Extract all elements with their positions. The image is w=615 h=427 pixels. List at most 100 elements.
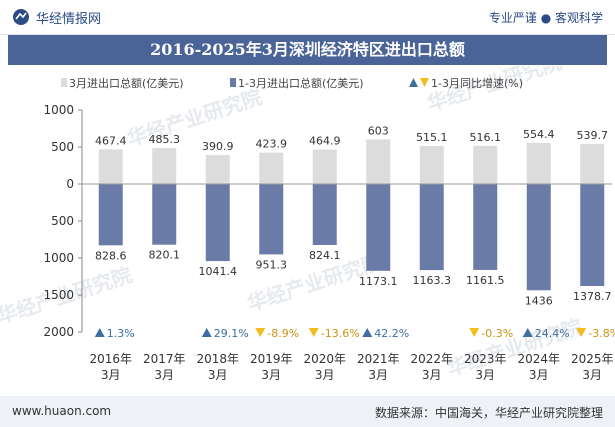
x-category-label: 2016年 xyxy=(89,352,132,366)
legend-label-cumulative: 1-3月进出口总额(亿美元) xyxy=(238,76,364,90)
growth-label: 42.2% xyxy=(374,327,409,340)
bar-cumulative xyxy=(580,184,605,287)
growth-up-triangle-icon xyxy=(522,328,533,337)
bar-march-label: 464.9 xyxy=(309,135,341,148)
bar-march xyxy=(419,145,444,184)
bar-march-label: 554.4 xyxy=(523,128,555,141)
x-category-label: 3月 xyxy=(529,368,549,382)
bar-cumulative xyxy=(205,184,230,262)
x-category-label: 3月 xyxy=(422,368,442,382)
x-category-label: 2023年 xyxy=(464,352,507,366)
chart-area: 华经产业研究院华经产业研究院华经产业研究院华经产业研究院华经产业研究院3月进出口… xyxy=(0,66,615,382)
bar-cumulative xyxy=(473,184,498,270)
growth-label: 24.4% xyxy=(535,327,570,340)
growth-label: -3.8% xyxy=(588,327,615,340)
watermark-text: 华经产业研究院 xyxy=(124,85,265,151)
chart-title: 2016-2025年3月深圳经济特区进出口总额 xyxy=(150,40,465,59)
bar-cumulative-label: 951.3 xyxy=(256,258,288,271)
bar-march xyxy=(366,139,391,184)
x-category-label: 2017年 xyxy=(143,352,186,366)
y-tick-label: 1000 xyxy=(43,251,74,265)
bar-cumulative-label: 828.6 xyxy=(95,249,127,262)
bar-cumulative-label: 1173.1 xyxy=(359,275,398,288)
x-category-label: 3月 xyxy=(582,368,602,382)
growth-up-triangle-icon xyxy=(94,328,105,337)
growth-up-triangle-icon xyxy=(201,328,212,337)
bar-cumulative xyxy=(526,184,551,291)
x-category-label: 3月 xyxy=(208,368,228,382)
bar-march-label: 516.1 xyxy=(470,131,502,144)
bar-cumulative-label: 1436 xyxy=(525,294,553,307)
website-url[interactable]: www.huaon.com xyxy=(12,404,112,418)
title-bar: 2016-2025年3月深圳经济特区进出口总额 xyxy=(8,35,607,65)
y-tick-label: 0 xyxy=(66,177,74,191)
x-category-label: 2024年 xyxy=(517,352,560,366)
growth-down-triangle-icon xyxy=(576,328,587,337)
bar-march-label: 467.4 xyxy=(95,134,127,147)
bar-cumulative xyxy=(366,184,391,271)
legend-label-march: 3月进出口总额(亿美元) xyxy=(69,76,184,90)
bar-march xyxy=(205,155,230,184)
growth-label: 29.1% xyxy=(214,327,249,340)
y-tick-label: 500 xyxy=(51,214,74,228)
x-category-label: 2020年 xyxy=(303,352,346,366)
watermark-text: 华经产业研究院 xyxy=(424,66,565,116)
y-tick-label: 1000 xyxy=(43,103,74,117)
bar-march-label: 485.3 xyxy=(149,133,181,146)
bar-cumulative xyxy=(312,184,337,245)
bar-march xyxy=(259,152,284,184)
growth-label: -0.3% xyxy=(481,327,513,340)
y-tick-label: 1500 xyxy=(43,288,74,302)
bar-cumulative xyxy=(152,184,177,245)
bar-cumulative-label: 1163.3 xyxy=(413,274,452,287)
x-category-label: 3月 xyxy=(261,368,281,382)
footer-bar: www.huaon.com 数据来源：中国海关，华经产业研究院整理 xyxy=(0,396,615,427)
growth-label: -13.6% xyxy=(321,327,360,340)
tagline: 专业严谨 ● 客观科学 xyxy=(488,11,603,25)
growth-label: 1.3% xyxy=(107,327,135,340)
bar-march xyxy=(152,148,177,184)
data-source: 数据来源：中国海关，华经产业研究院整理 xyxy=(374,406,603,420)
bar-cumulative xyxy=(419,184,444,271)
y-tick-label: 500 xyxy=(51,140,74,154)
legend-swatch-march xyxy=(61,78,67,87)
growth-down-triangle-icon xyxy=(469,328,480,337)
legend-swatch-cumulative xyxy=(230,78,236,87)
x-category-label: 2021年 xyxy=(357,352,400,366)
bar-cumulative-label: 1378.7 xyxy=(573,290,612,303)
top-bar: 华经情报网 专业严谨 ● 客观科学 xyxy=(0,0,615,35)
bar-march-label: 515.1 xyxy=(416,131,448,144)
bar-march xyxy=(473,145,498,184)
bar-cumulative xyxy=(259,184,284,255)
bar-march xyxy=(526,142,551,184)
y-tick-label: 2000 xyxy=(43,325,74,339)
bar-cumulative-label: 824.1 xyxy=(309,249,341,262)
x-category-label: 3月 xyxy=(475,368,495,382)
bar-march xyxy=(580,144,605,184)
bar-march-label: 423.9 xyxy=(256,138,288,151)
x-category-label: 2025年 xyxy=(571,352,614,366)
watermark-text: 华经产业研究院 xyxy=(444,315,585,381)
legend-up-triangle-icon xyxy=(409,78,418,87)
legend-down-triangle-icon xyxy=(420,78,429,87)
bar-march xyxy=(312,149,337,184)
x-category-label: 3月 xyxy=(101,368,121,382)
x-category-label: 3月 xyxy=(368,368,388,382)
bar-march-label: 539.7 xyxy=(577,129,609,142)
growth-up-triangle-icon xyxy=(362,328,373,337)
bar-cumulative-label: 1041.4 xyxy=(199,265,238,278)
x-category-label: 2022年 xyxy=(410,352,453,366)
bar-cumulative xyxy=(98,184,123,246)
bar-cumulative-label: 820.1 xyxy=(149,249,181,262)
bar-cumulative-label: 1161.5 xyxy=(466,274,505,287)
growth-label: -8.9% xyxy=(267,327,299,340)
x-category-label: 2019年 xyxy=(250,352,293,366)
x-category-label: 3月 xyxy=(154,368,174,382)
bar-march xyxy=(98,149,123,184)
bar-march-label: 390.9 xyxy=(202,140,234,153)
growth-down-triangle-icon xyxy=(255,328,266,337)
legend-label-growth: 1-3月同比增速(%) xyxy=(431,76,523,90)
huajing-logo-icon xyxy=(13,9,29,25)
bar-march-label: 603 xyxy=(368,124,389,137)
growth-down-triangle-icon xyxy=(308,328,319,337)
